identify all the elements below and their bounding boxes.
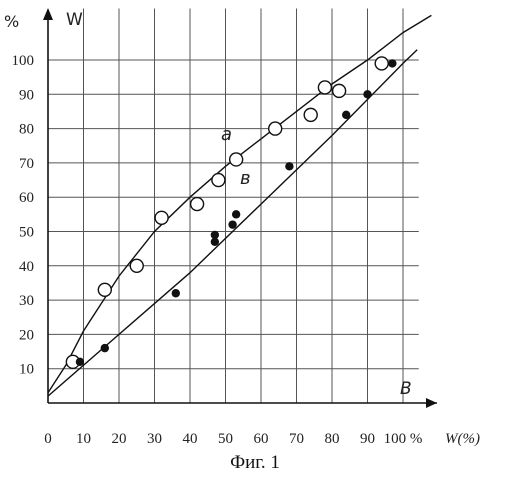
point-series-b — [228, 220, 236, 228]
tick-labels: 0 10 20 30 40 50 60 70 80 90 100 % 10 20 30 40 50 60 70 80… — [12, 53, 423, 447]
y-tick-label: 60 — [19, 190, 34, 206]
x-tick-label: 60 — [254, 431, 269, 447]
x-tick-label: 100 % — [384, 431, 423, 447]
x-tick-label: 90 — [360, 431, 375, 447]
point-series-b — [211, 231, 219, 239]
x-axis-label: W(%) — [445, 431, 480, 447]
point-series-b — [172, 289, 180, 297]
point-series-a — [318, 81, 331, 94]
fit-curves — [48, 15, 431, 396]
point-series-b — [232, 210, 240, 218]
x-point-label: B — [400, 379, 412, 399]
grid — [48, 9, 419, 403]
series-label-b: в — [240, 168, 251, 189]
y-tick-label: 30 — [19, 293, 34, 309]
point-series-a — [269, 122, 282, 135]
y-tick-label: 10 — [19, 362, 34, 378]
point-series-a — [375, 57, 388, 70]
point-series-a — [304, 108, 317, 121]
point-series-a — [212, 174, 225, 187]
x-tick-label: 80 — [325, 431, 340, 447]
point-series-b — [101, 344, 109, 352]
point-series-b — [285, 162, 293, 170]
y-tick-label: 50 — [19, 225, 34, 241]
point-series-a — [333, 84, 346, 97]
point-series-a — [230, 153, 243, 166]
y-axis-label: W — [66, 10, 83, 30]
y-tick-label: 20 — [19, 327, 34, 343]
x-tick-label: 50 — [218, 431, 233, 447]
y-tick-label: 90 — [19, 87, 34, 103]
point-series-a — [155, 211, 168, 224]
x-tick-label: 20 — [112, 431, 127, 447]
x-tick-label: 70 — [289, 431, 304, 447]
point-series-a — [130, 259, 143, 272]
point-series-a — [191, 198, 204, 211]
figure-caption: Фиг. 1 — [0, 452, 510, 474]
point-series-a — [98, 283, 111, 296]
x-axis-arrow — [426, 398, 437, 408]
y-unit-label: % — [4, 12, 19, 31]
x-tick-label: 0 — [44, 431, 52, 447]
chart: 0 10 20 30 40 50 60 70 80 90 100 % 10 20 30 40 50 60 70 80… — [0, 0, 510, 450]
point-series-b — [363, 90, 371, 98]
y-tick-label: 80 — [19, 122, 34, 138]
fit-curve-a — [48, 15, 431, 392]
point-series-b — [76, 358, 84, 366]
y-axis-arrow — [43, 8, 53, 20]
x-tick-label: 10 — [76, 431, 91, 447]
series-label-a: a — [221, 124, 232, 145]
point-series-b — [388, 59, 396, 67]
x-tick-label: 40 — [183, 431, 198, 447]
y-tick-label: 100 — [12, 53, 35, 69]
y-tick-label: 40 — [19, 259, 34, 275]
y-tick-label: 70 — [19, 156, 34, 172]
point-series-b — [342, 111, 350, 119]
data-points — [66, 57, 396, 368]
x-tick-label: 30 — [147, 431, 162, 447]
